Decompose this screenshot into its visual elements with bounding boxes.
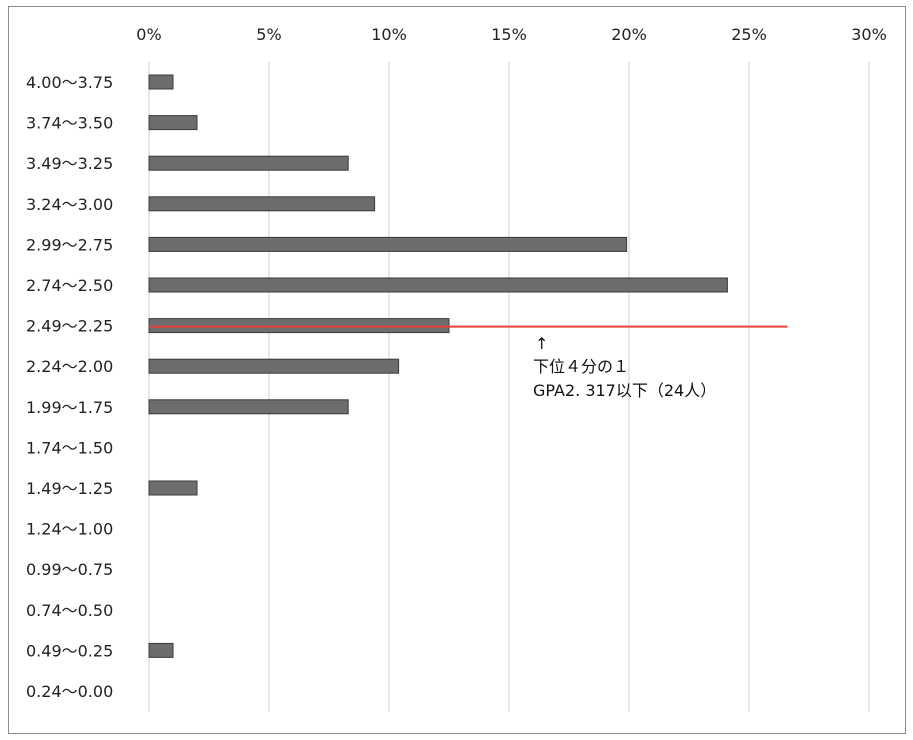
x-tick-label: 5% (256, 25, 281, 44)
x-tick-label: 0% (136, 25, 161, 44)
category-label: 0.49～0.25 (26, 641, 113, 660)
category-label: 1.24～1.00 (26, 520, 113, 539)
category-label: 0.74～0.50 (26, 601, 113, 620)
bar (148, 196, 376, 212)
bar (148, 236, 628, 252)
bar (148, 358, 400, 374)
bar (148, 155, 349, 171)
x-axis-tick-labels: 0% 5% 10% 15% 20% 25% 30% (136, 25, 886, 44)
category-label: 0.24～0.00 (26, 682, 113, 701)
category-label: 4.00～3.75 (26, 73, 113, 92)
bars (148, 74, 728, 658)
category-label: 3.49～3.25 (26, 154, 113, 173)
category-labels: 4.00～3.75 3.74～3.50 3.49～3.25 3.24～3.00 2.99… (26, 73, 113, 701)
annotation-text-line1: 下位４分の１ (533, 357, 629, 376)
category-label: 2.24～2.00 (26, 357, 113, 376)
x-tick-label: 15% (491, 25, 527, 44)
annotation-arrow: ↑ (535, 334, 548, 353)
bar (148, 74, 174, 90)
category-label: 3.24～3.00 (26, 195, 113, 214)
category-label: 1.74～1.50 (26, 438, 113, 457)
bar (148, 642, 174, 658)
category-label: 1.99～1.75 (26, 398, 113, 417)
bar (148, 480, 198, 496)
bar (148, 277, 728, 293)
category-label: 1.49～1.25 (26, 479, 113, 498)
x-tick-label: 10% (371, 25, 407, 44)
annotation-text-line2: GPA2. 317以下（24人） (533, 381, 716, 400)
bar (148, 399, 349, 415)
x-tick-label: 30% (851, 25, 887, 44)
category-label: 2.49～2.25 (26, 317, 113, 336)
category-label: 2.74～2.50 (26, 276, 113, 295)
x-tick-label: 20% (611, 25, 647, 44)
x-tick-label: 25% (731, 25, 767, 44)
bar (148, 115, 198, 131)
category-label: 0.99～0.75 (26, 560, 113, 579)
category-label: 2.99～2.75 (26, 235, 113, 254)
category-label: 3.74～3.50 (26, 114, 113, 133)
